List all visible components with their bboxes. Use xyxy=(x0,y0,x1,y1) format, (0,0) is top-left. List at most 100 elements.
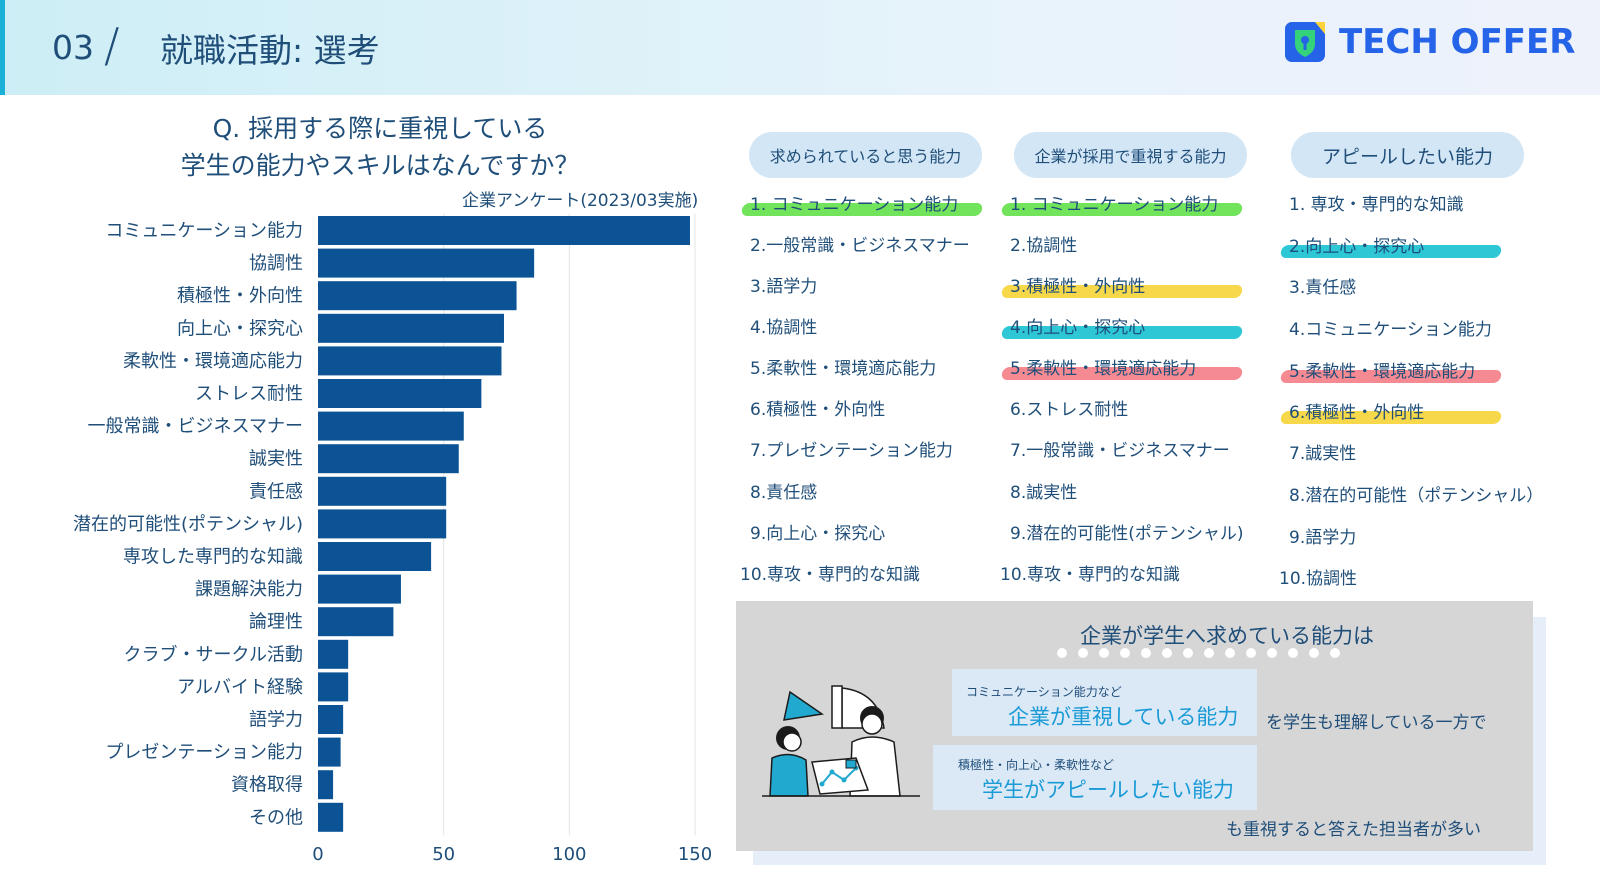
divider-dot xyxy=(1330,648,1340,658)
category-label: 論理性 xyxy=(249,612,303,633)
category-label: 課題解決能力 xyxy=(195,579,303,600)
ranking-item: 8.誠実性 xyxy=(1010,482,1078,503)
ranking-item: 10.協調性 xyxy=(1279,568,1358,589)
bar xyxy=(318,770,334,800)
ranking-item: 10.専攻・専門的な知識 xyxy=(1000,564,1181,585)
ranking-item: 6.ストレス耐性 xyxy=(1010,399,1129,420)
bar-chart: コミュニケーション能力協調性積極性・外向性向上心・探究心柔軟性・環境適応能力スト… xyxy=(73,214,712,865)
bar xyxy=(318,542,432,571)
category-label: アルバイト経験 xyxy=(177,677,303,698)
ranking-item: 8.責任感 xyxy=(750,482,818,503)
ranking-item: 2.協調性 xyxy=(1010,235,1078,256)
divider-dot xyxy=(1288,648,1298,658)
bar xyxy=(318,379,482,408)
ranking-item: 5.柔軟性・環境適応能力 xyxy=(1289,361,1476,382)
dotted-divider xyxy=(1057,648,1340,658)
category-label: クラブ・サークル活動 xyxy=(124,643,303,665)
ranking-item: 2.一般常識・ビジネスマナー xyxy=(750,235,970,256)
summary-title: 企業が学生へ求めている能力は xyxy=(1080,624,1374,648)
ranking-heading-pill: 求められていると思う能力 xyxy=(749,132,982,178)
summary-closing-text: も重視すると答えた担当者が多い xyxy=(1226,820,1481,840)
ranking-item: 2.向上心・探究心 xyxy=(1289,236,1425,257)
category-label: 一般常識・ビジネスマナー xyxy=(88,416,303,437)
x-tick-label: 100 xyxy=(552,844,586,865)
x-tick-label: 150 xyxy=(678,844,712,865)
ranking-item: 5.柔軟性・環境適応能力 xyxy=(750,358,937,379)
box-student-appeal-sub: 積極性・向上心・柔軟性など xyxy=(958,758,1115,772)
box-company-priority-main: 企業が重視している能力 xyxy=(1008,705,1239,729)
header-accent-strip xyxy=(0,0,5,95)
divider-dot xyxy=(1057,648,1067,658)
box-student-appeal-main: 学生がアピールしたい能力 xyxy=(982,778,1234,802)
box-company-priority-sub: コミュニケーション能力など xyxy=(966,685,1122,699)
ranking-item: 9.潜在的可能性(ポテンシャル) xyxy=(1010,523,1244,544)
tech-offer-logo: TECH OFFER xyxy=(1283,20,1575,64)
ranking-item: 6.積極性・外向性 xyxy=(1289,402,1425,423)
category-label: 資格取得 xyxy=(231,775,303,796)
ranking-item: 9.向上心・探究心 xyxy=(750,523,886,544)
divider-dot xyxy=(1141,648,1151,658)
section-separator: / xyxy=(104,18,120,72)
summary-middle-text: を学生も理解している一方で xyxy=(1266,713,1487,733)
bar xyxy=(318,444,459,474)
box-student-appeal xyxy=(933,745,1257,810)
divider-dot xyxy=(1309,648,1319,658)
bar xyxy=(318,802,344,832)
divider-dot xyxy=(1204,648,1214,658)
survey-source-note: 企業アンケート(2023/03実施) xyxy=(462,191,699,211)
ranking-item: 4.コミュニケーション能力 xyxy=(1289,319,1492,340)
bar xyxy=(318,313,504,343)
ranking-item: 1. 専攻・専門的な知識 xyxy=(1289,194,1464,215)
category-label: 積極性・外向性 xyxy=(177,286,303,307)
divider-dot xyxy=(1078,648,1088,658)
bar xyxy=(318,705,344,734)
bar xyxy=(318,216,690,245)
x-tick-label: 50 xyxy=(432,844,455,865)
meeting-illustration xyxy=(762,685,920,797)
ranking-item: 7.誠実性 xyxy=(1289,443,1357,464)
category-label: コミュニケーション能力 xyxy=(105,221,303,242)
ranking-item: 4.協調性 xyxy=(750,317,818,338)
ranking-item: 1. コミュニケーション能力 xyxy=(750,194,959,215)
bar xyxy=(318,672,349,702)
divider-dot xyxy=(1099,648,1109,658)
bar xyxy=(318,411,464,441)
ranking-item: 1. コミュニケーション能力 xyxy=(1010,194,1219,215)
bar xyxy=(318,476,447,506)
category-label: プレゼンテーション能力 xyxy=(105,742,303,763)
logo-text: TECH OFFER xyxy=(1339,22,1576,62)
ranking-item: 10.専攻・専門的な知識 xyxy=(740,564,921,585)
bar xyxy=(318,509,447,539)
bar xyxy=(318,607,394,637)
divider-dot xyxy=(1162,648,1172,658)
category-label: その他 xyxy=(249,807,303,828)
ranking-item: 5.柔軟性・環境適応能力 xyxy=(1010,358,1197,379)
bar xyxy=(318,248,535,278)
section-number: 03 xyxy=(52,28,94,67)
page-title: 就職活動: 選考 xyxy=(160,31,380,70)
category-label: 柔軟性・環境適応能力 xyxy=(123,351,303,372)
bar xyxy=(318,574,401,604)
bar xyxy=(318,281,517,311)
header-bar: 03 / 就職活動: 選考 TECH OFFER xyxy=(0,0,1600,95)
category-label: 誠実性 xyxy=(249,449,303,470)
ranking-heading-pill: アピールしたい能力 xyxy=(1291,132,1524,178)
ranking-item: 6.積極性・外向性 xyxy=(750,399,886,420)
divider-dot xyxy=(1120,648,1130,658)
category-label: 向上心・探究心 xyxy=(177,318,303,339)
divider-dot xyxy=(1183,648,1193,658)
bar xyxy=(318,639,349,669)
ranking-item: 8.潜在的可能性（ポテンシャル） xyxy=(1289,485,1544,506)
box-company-priority xyxy=(952,669,1257,736)
category-label: 語学力 xyxy=(249,710,303,731)
ranking-item: 7.一般常識・ビジネスマナー xyxy=(1010,440,1230,461)
divider-dot xyxy=(1246,648,1256,658)
divider-dot xyxy=(1225,648,1235,658)
ranking-item: 3.積極性・外向性 xyxy=(1010,276,1146,297)
ranking-item: 3.語学力 xyxy=(750,276,818,297)
category-label: 潜在的可能性(ポテンシャル) xyxy=(73,514,303,535)
bar xyxy=(318,737,341,767)
category-label: 協調性 xyxy=(249,253,303,274)
bar xyxy=(318,346,502,376)
ranking-item: 4.向上心・探究心 xyxy=(1010,317,1146,338)
